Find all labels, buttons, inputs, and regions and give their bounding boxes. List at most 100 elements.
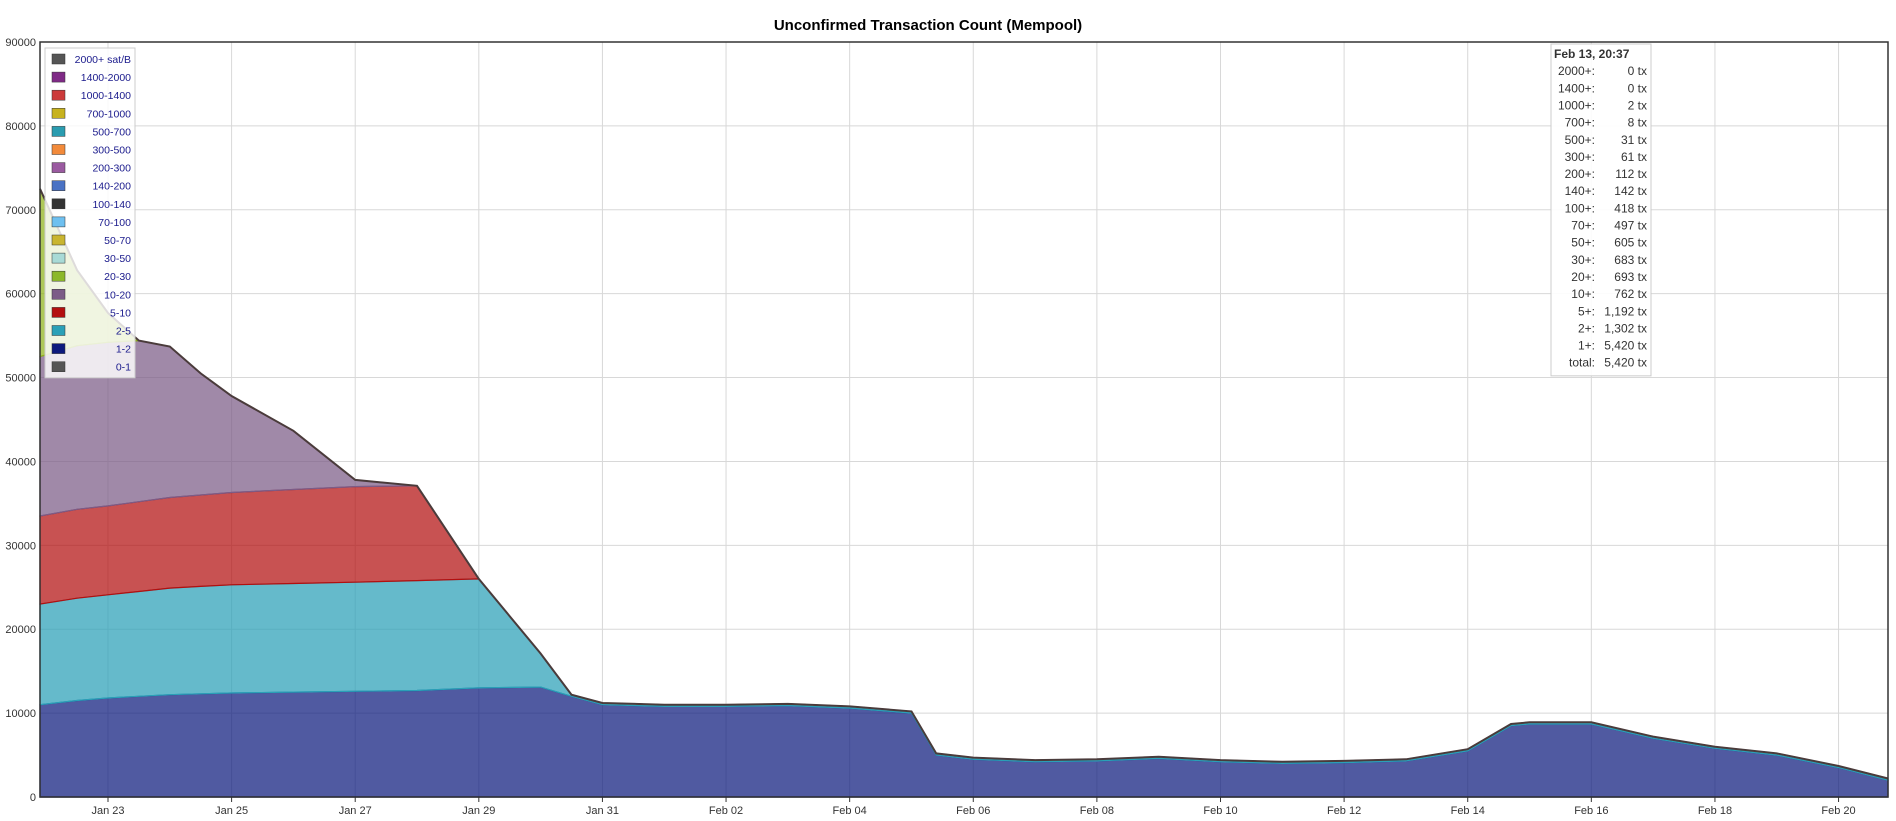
y-tick-label: 70000 xyxy=(5,205,36,217)
tooltip-row-value: 497 tx xyxy=(1614,219,1647,233)
tooltip-row-value: 31 tx xyxy=(1621,133,1647,147)
legend-label[interactable]: 500-700 xyxy=(92,126,131,138)
tooltip-row-label: 140+: xyxy=(1565,184,1595,198)
tooltip-row-label: 700+: xyxy=(1565,116,1595,130)
tooltip-box xyxy=(1550,43,1652,377)
y-tick-label: 10000 xyxy=(5,708,36,720)
legend-label[interactable]: 700-1000 xyxy=(87,108,132,120)
plot-frame xyxy=(39,41,1889,798)
y-tick-label: 90000 xyxy=(5,37,36,49)
legend-label[interactable]: 1000-1400 xyxy=(81,90,131,102)
legend-label[interactable]: 20-30 xyxy=(104,271,131,283)
tooltip-row-value: 8 tx xyxy=(1628,116,1647,130)
tooltip-row-label: 100+: xyxy=(1565,201,1595,215)
legend-label[interactable]: 50-70 xyxy=(104,235,131,247)
legend-swatch[interactable] xyxy=(51,216,66,228)
tooltip-row-value: 0 tx xyxy=(1628,81,1647,95)
legend-label[interactable]: 140-200 xyxy=(92,181,131,193)
legend-label[interactable]: 100-140 xyxy=(92,199,131,211)
x-tick-label: Feb 04 xyxy=(833,805,867,817)
legend-swatch[interactable] xyxy=(51,252,66,264)
tooltip-row-label: 20+: xyxy=(1571,270,1595,284)
tooltip-row-value: 0 tx xyxy=(1628,64,1647,78)
tooltip-row-value: 1,192 tx xyxy=(1604,304,1647,318)
legend[interactable]: 2000+ sat/B 1400-2000 1000-1400 700-1000 500… xyxy=(44,47,136,379)
tooltip-row-value: 112 tx xyxy=(1615,167,1647,181)
x-tick-label: Jan 27 xyxy=(339,805,372,817)
legend-swatch[interactable] xyxy=(51,53,66,65)
legend-swatch[interactable] xyxy=(51,180,66,191)
chart-title: Unconfirmed Transaction Count (Mempool) xyxy=(774,17,1082,34)
y-tick-label: 20000 xyxy=(5,624,36,636)
tooltip-row-label: total: xyxy=(1569,356,1595,370)
legend-swatch[interactable] xyxy=(51,162,66,173)
y-tick-label: 40000 xyxy=(5,456,36,468)
legend-swatch[interactable] xyxy=(51,361,66,372)
x-tick-label: Feb 20 xyxy=(1821,805,1855,817)
x-tick-label: Feb 02 xyxy=(709,805,743,817)
legend-swatch[interactable] xyxy=(51,108,66,119)
x-tick-label: Feb 12 xyxy=(1327,805,1361,817)
tooltip-row-label: 1400+: xyxy=(1558,81,1595,95)
legend-swatch[interactable] xyxy=(51,289,66,300)
legend-swatch[interactable] xyxy=(51,126,66,137)
legend-swatch[interactable] xyxy=(51,307,66,318)
tooltip-row-label: 2+: xyxy=(1578,321,1595,335)
legend-swatch[interactable] xyxy=(51,198,66,210)
legend-swatch[interactable] xyxy=(51,234,66,246)
tooltip-row-label: 30+: xyxy=(1571,253,1595,267)
legend-label[interactable]: 300-500 xyxy=(92,145,131,157)
tooltip-row-label: 5+: xyxy=(1578,304,1595,318)
legend-swatch[interactable] xyxy=(51,89,66,101)
x-tick-label: Feb 10 xyxy=(1203,805,1237,817)
tooltip-header: Feb 13, 20:37 xyxy=(1554,47,1630,61)
legend-label[interactable]: 2000+ sat/B xyxy=(75,54,131,66)
legend-label[interactable]: 5-10 xyxy=(110,307,131,319)
x-tick-label: Jan 31 xyxy=(586,805,619,817)
tooltip-row-label: 1000+: xyxy=(1558,98,1595,112)
tooltip-row-value: 61 tx xyxy=(1621,150,1647,164)
legend-label[interactable]: 10-20 xyxy=(104,289,131,301)
x-tick-label: Feb 14 xyxy=(1451,805,1485,817)
tooltip-row-label: 70+: xyxy=(1571,219,1595,233)
tooltip-row-value: 142 tx xyxy=(1614,184,1647,198)
y-tick-label: 50000 xyxy=(5,373,36,385)
x-tick-label: Jan 25 xyxy=(215,805,248,817)
legend-label[interactable]: 2-5 xyxy=(116,326,131,338)
tooltip-row-value: 5,420 tx xyxy=(1604,356,1647,370)
legend-label[interactable]: 30-50 xyxy=(104,253,131,265)
tooltip-row-value: 5,420 tx xyxy=(1604,339,1647,353)
tooltip-row-label: 2000+: xyxy=(1558,64,1595,78)
legend-swatch[interactable] xyxy=(51,71,66,83)
tooltip-row-label: 200+: xyxy=(1565,167,1595,181)
legend-swatch[interactable] xyxy=(51,144,66,155)
tooltip-row-value: 418 tx xyxy=(1614,201,1647,215)
x-tick-label: Feb 06 xyxy=(956,805,990,817)
tooltip-row-value: 693 tx xyxy=(1614,270,1647,284)
legend-label[interactable]: 1-2 xyxy=(116,344,131,356)
y-tick-label: 80000 xyxy=(5,121,36,133)
legend-swatch[interactable] xyxy=(51,325,66,336)
tooltip-row-value: 605 tx xyxy=(1614,236,1647,250)
x-tick-label: Feb 16 xyxy=(1574,805,1608,817)
y-tick-label: 30000 xyxy=(5,540,36,552)
tooltip-row-value: 2 tx xyxy=(1628,98,1647,112)
tooltip-row-label: 50+: xyxy=(1571,236,1595,250)
x-tick-label: Feb 08 xyxy=(1080,805,1114,817)
legend-swatch[interactable] xyxy=(51,343,66,354)
tooltip-row-label: 300+: xyxy=(1565,150,1595,164)
legend-box xyxy=(44,47,136,379)
tooltip-row-value: 683 tx xyxy=(1614,253,1647,267)
tooltip-row-value: 762 tx xyxy=(1614,287,1647,301)
legend-label[interactable]: 70-100 xyxy=(98,217,131,229)
x-tick-label: Jan 23 xyxy=(91,805,124,817)
legend-label[interactable]: 200-300 xyxy=(92,163,131,175)
legend-swatch[interactable] xyxy=(51,270,66,282)
x-tick-label: Feb 18 xyxy=(1698,805,1732,817)
y-tick-label: 0 xyxy=(30,792,36,804)
x-tick-label: Jan 29 xyxy=(462,805,495,817)
tooltip-row-label: 500+: xyxy=(1565,133,1595,147)
legend-label[interactable]: 1400-2000 xyxy=(81,72,131,84)
legend-label[interactable]: 0-1 xyxy=(116,362,131,374)
